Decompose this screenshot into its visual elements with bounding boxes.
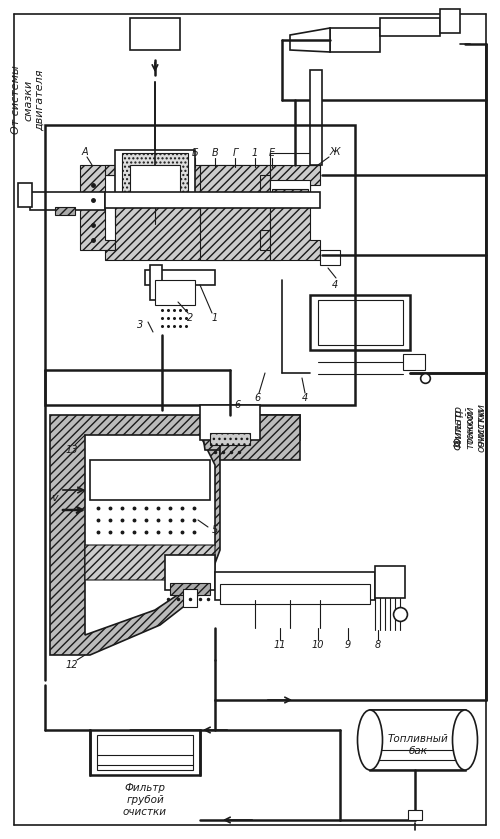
Text: 6: 6 <box>235 400 241 410</box>
Text: В: В <box>212 148 218 158</box>
Text: Фильтр
тонкой
очистки: Фильтр тонкой очистки <box>454 408 486 452</box>
Polygon shape <box>85 545 215 580</box>
Bar <box>130 165 180 196</box>
Ellipse shape <box>452 710 477 770</box>
Text: Г: Г <box>232 148 237 158</box>
Bar <box>272 189 308 203</box>
Bar <box>18 183 32 207</box>
Bar <box>318 300 403 345</box>
Polygon shape <box>200 165 270 260</box>
Bar <box>90 730 200 775</box>
Text: 5: 5 <box>212 525 218 535</box>
Text: 6: 6 <box>255 393 261 403</box>
Text: 3: 3 <box>137 320 143 330</box>
Text: 4: 4 <box>302 393 308 403</box>
Text: От системы
смазки
двигателя: От системы смазки двигателя <box>12 65 44 134</box>
Text: Фильтр
грубой
очистки: Фильтр грубой очистки <box>123 784 167 816</box>
Bar <box>210 433 250 445</box>
Bar <box>370 710 465 770</box>
Polygon shape <box>200 415 300 450</box>
Text: 11: 11 <box>274 640 286 650</box>
Text: 1: 1 <box>252 148 258 158</box>
Bar <box>375 566 405 598</box>
Bar <box>122 153 188 192</box>
Bar <box>130 18 180 50</box>
Bar <box>90 460 210 500</box>
Bar <box>165 555 215 590</box>
Bar <box>403 354 425 370</box>
Bar <box>30 192 105 210</box>
Bar <box>105 192 320 208</box>
Bar <box>270 153 320 165</box>
Bar <box>310 295 410 350</box>
Bar <box>380 18 440 36</box>
Polygon shape <box>270 165 320 260</box>
Text: 2: 2 <box>187 313 193 323</box>
Polygon shape <box>220 415 300 460</box>
Bar <box>155 280 195 305</box>
Text: 8: 8 <box>375 640 381 650</box>
Bar <box>115 150 195 195</box>
Polygon shape <box>85 435 215 635</box>
Bar <box>55 207 75 215</box>
Text: 9: 9 <box>345 640 351 650</box>
Bar <box>270 180 310 200</box>
Bar <box>170 583 210 595</box>
Bar <box>200 405 260 440</box>
Ellipse shape <box>358 710 382 770</box>
Polygon shape <box>50 415 220 655</box>
Text: Фильтр
тонкой
очистки: Фильтр тонкой очистки <box>454 403 486 447</box>
Text: 13: 13 <box>66 445 78 455</box>
Text: Ж: Ж <box>330 147 340 157</box>
Bar <box>183 589 197 607</box>
Text: 10: 10 <box>312 640 324 650</box>
Text: Б: Б <box>192 148 198 158</box>
Bar <box>440 9 460 33</box>
Bar <box>150 265 162 300</box>
Polygon shape <box>290 28 330 52</box>
Text: Е: Е <box>269 148 275 158</box>
Bar <box>97 735 193 770</box>
Polygon shape <box>105 165 280 260</box>
Bar <box>45 125 355 405</box>
Text: v: v <box>52 493 59 503</box>
Text: 1: 1 <box>212 313 218 323</box>
Bar <box>145 270 215 285</box>
Text: Топливный
бак: Топливный бак <box>388 734 448 756</box>
Bar <box>215 572 375 600</box>
Bar <box>320 250 340 265</box>
Bar <box>408 810 422 820</box>
Text: 12: 12 <box>66 660 78 670</box>
Polygon shape <box>330 28 380 52</box>
Text: А: А <box>82 147 88 157</box>
Bar <box>310 70 322 165</box>
Polygon shape <box>80 165 115 250</box>
Bar <box>220 584 370 604</box>
Bar <box>370 710 465 770</box>
Text: 4: 4 <box>332 280 338 290</box>
